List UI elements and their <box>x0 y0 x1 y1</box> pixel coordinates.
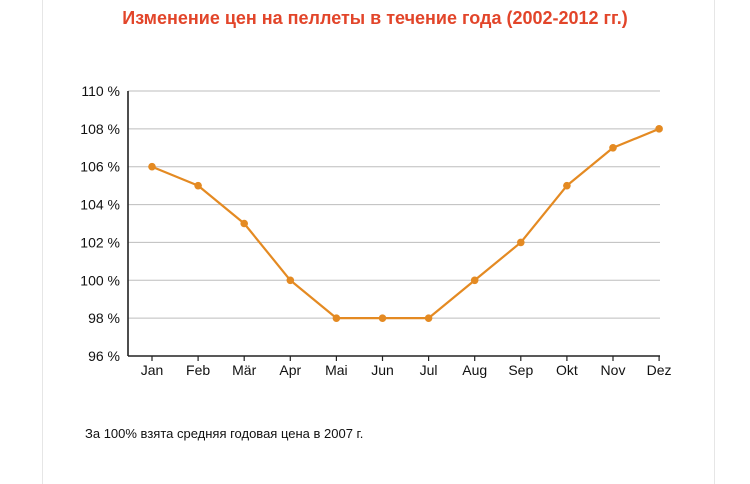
data-point <box>378 314 387 322</box>
y-tick-label: 100 % <box>80 272 120 288</box>
data-point <box>194 181 202 190</box>
data-point <box>609 143 617 152</box>
data-point <box>332 314 341 322</box>
footnote: За 100% взята средняя годовая цена в 200… <box>85 426 364 441</box>
frame-edge-left <box>42 0 43 484</box>
series-line <box>151 127 660 320</box>
x-tick-label: Feb <box>186 362 210 378</box>
y-tick-label: 96 % <box>88 348 120 364</box>
x-tick-label: Jun <box>371 362 394 378</box>
data-point <box>470 276 479 285</box>
x-tick-label: Sep <box>508 362 533 378</box>
x-tick-label: Dez <box>647 362 672 378</box>
data-point <box>286 276 295 285</box>
x-tick-labels: Jan Feb Mär Apr Mai Jun Jul Aug Sep Okt Nov Dez <box>141 362 672 378</box>
data-point <box>240 219 248 228</box>
chart-title: Изменение цен на пеллеты в течение года … <box>122 8 628 28</box>
data-point <box>563 181 571 190</box>
x-tick-label: Jul <box>420 362 438 378</box>
x-tick-label: Aug <box>462 362 487 378</box>
y-tick-label: 104 % <box>80 197 120 213</box>
x-tick-label: Nov <box>601 362 626 378</box>
grid-layer <box>127 90 660 361</box>
data-point <box>517 238 525 247</box>
y-tick-label: 102 % <box>80 234 120 250</box>
frame-edge-right <box>714 0 715 484</box>
data-point <box>655 125 663 133</box>
y-tick-label: 108 % <box>80 121 120 137</box>
series-layer <box>148 125 663 322</box>
y-tick-label: 106 % <box>80 159 120 175</box>
x-tick-label: Apr <box>279 362 301 378</box>
x-tick-label: Jan <box>141 362 164 378</box>
x-tick-label: Okt <box>556 362 578 378</box>
data-point <box>148 162 156 171</box>
y-tick-label: 98 % <box>88 310 120 326</box>
y-tick-labels: 96 % 98 % 100 % 102 % 104 % 106 % 108 % 110 % <box>80 83 120 364</box>
y-tick-label: 110 % <box>81 83 120 99</box>
x-tick-label: Mai <box>325 362 348 378</box>
data-point <box>424 314 433 322</box>
x-tick-label: Mär <box>232 362 256 378</box>
